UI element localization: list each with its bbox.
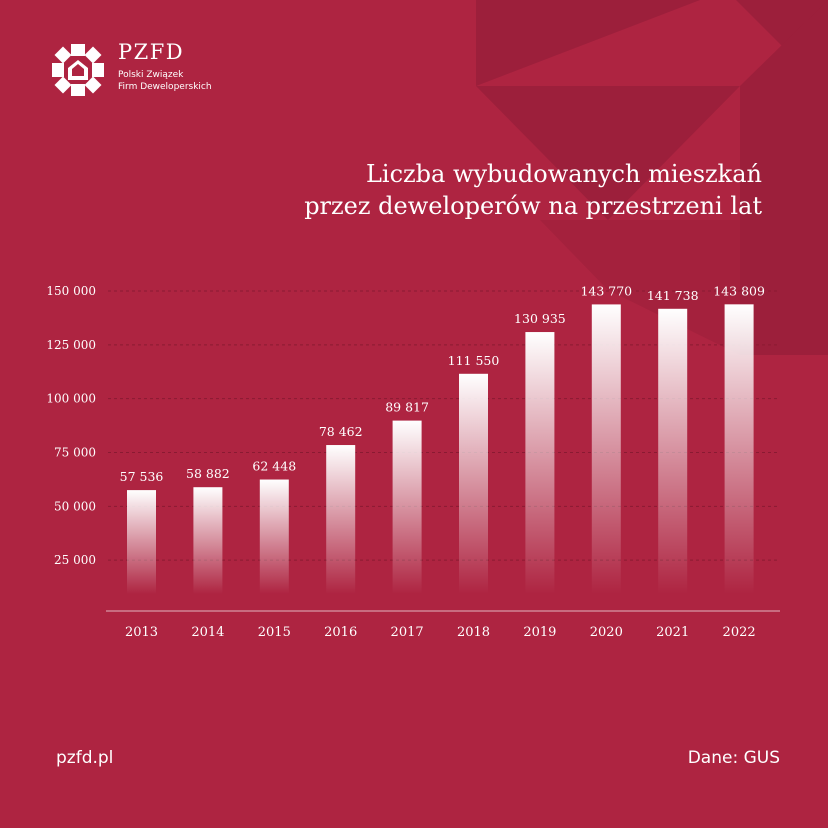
value-labels: 57 536 58 882 62 448 78 462 89 817 111 550 130… [120,283,765,484]
brand-block: PZFD Polski Związek Firm Deweloperskich [118,40,212,93]
brand-subtitle-line2: Firm Deweloperskich [118,82,212,92]
bar [326,445,356,594]
bar [193,487,223,594]
x-tick-label: 2014 [191,625,224,640]
bar [658,308,688,594]
data-source: Dane: GUS [687,748,780,768]
bar [127,490,156,594]
x-tick-label: 2018 [457,625,490,640]
x-tick-label: 2021 [656,625,689,640]
y-axis-tick-labels: 25 000 50 000 75 000 100 000 125 000 150 000 [46,284,96,567]
bar [591,304,621,594]
value-label: 143 770 [580,283,632,298]
value-label: 89 817 [385,400,429,415]
value-label: 143 809 [713,283,765,298]
x-axis-tick-labels: 2013 2014 2015 2016 2017 2018 2019 2020 2021 2022 [125,625,756,640]
website-link[interactable]: pzfd.pl [56,748,114,768]
y-tick-label: 125 000 [46,338,96,352]
x-tick-label: 2022 [723,625,756,640]
pzfd-logo-icon [52,44,104,96]
bar [392,420,422,594]
value-label: 62 448 [252,459,296,474]
bar [724,304,754,594]
y-tick-label: 100 000 [46,392,96,406]
y-tick-label: 150 000 [46,284,96,298]
x-tick-label: 2013 [125,625,158,640]
value-label: 57 536 [120,469,164,484]
chart-title-line1: Liczba wybudowanych mieszkań [365,160,762,188]
bar [259,479,289,594]
pzfd-logo [50,42,106,98]
x-tick-label: 2016 [324,625,357,640]
value-label: 130 935 [514,311,566,326]
bar [525,332,555,594]
value-label: 58 882 [186,466,230,481]
brand-subtitle-line1: Polski Związek [118,70,184,80]
x-tick-label: 2017 [391,625,424,640]
chart-title: Liczba wybudowanych mieszkań przez dewel… [202,158,762,222]
x-tick-label: 2019 [523,625,556,640]
brand-name: PZFD [118,40,185,64]
x-tick-label: 2015 [258,625,291,640]
x-tick-label: 2020 [590,625,623,640]
y-tick-label: 75 000 [54,446,96,460]
value-label: 111 550 [448,353,500,368]
value-label: 78 462 [319,424,363,439]
chart-title-line2: przez deweloperów na przestrzeni lat [304,192,762,220]
y-tick-label: 50 000 [54,499,96,513]
y-tick-label: 25 000 [54,553,96,567]
value-label: 141 738 [647,288,699,303]
bars [127,304,754,594]
bar [459,373,488,594]
